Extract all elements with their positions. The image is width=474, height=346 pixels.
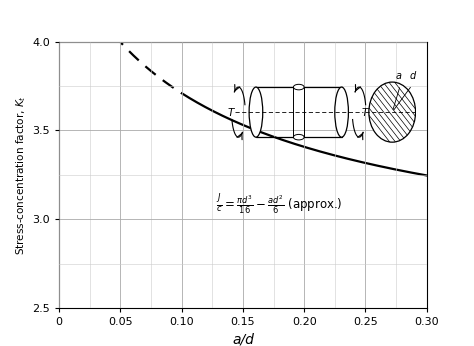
Ellipse shape — [335, 87, 348, 137]
Circle shape — [369, 82, 416, 142]
Y-axis label: Stress-concentration factor, $K_t$: Stress-concentration factor, $K_t$ — [15, 95, 28, 255]
X-axis label: a/d: a/d — [232, 333, 254, 346]
Ellipse shape — [249, 87, 263, 137]
Text: $\frac{J}{c} = \frac{\pi d^3}{16} - \frac{ad^2}{6}$ (approx.): $\frac{J}{c} = \frac{\pi d^3}{16} - \fra… — [217, 192, 343, 216]
Bar — [256, 87, 342, 137]
Ellipse shape — [293, 84, 304, 90]
Text: $d$: $d$ — [409, 69, 417, 81]
Text: $T$: $T$ — [361, 106, 371, 118]
Ellipse shape — [293, 134, 304, 140]
Text: $a$: $a$ — [395, 71, 402, 81]
Text: $T$: $T$ — [227, 106, 236, 118]
